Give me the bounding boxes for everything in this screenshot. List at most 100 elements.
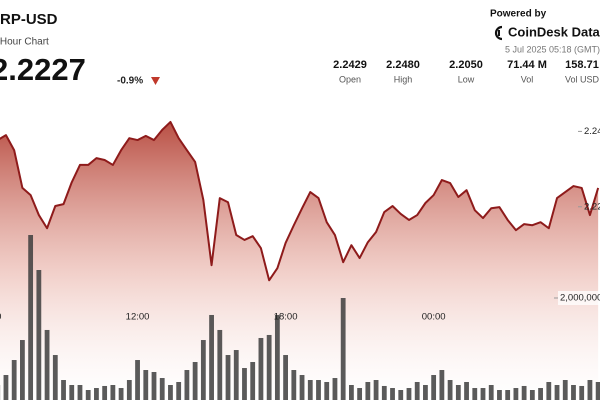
x-tick-label: 12:00 <box>126 312 150 323</box>
volume-bar <box>455 385 461 400</box>
volume-bar <box>274 314 280 400</box>
volume-bar <box>110 385 116 400</box>
volume-bar <box>505 390 511 400</box>
volume-bar <box>521 385 527 400</box>
volume-bar <box>357 388 363 400</box>
volume-bar <box>513 388 519 400</box>
volume-bar <box>365 381 371 400</box>
volume-bar <box>406 388 412 400</box>
stat-label: Open <box>339 74 361 84</box>
volume-bar <box>143 370 149 400</box>
volume-bar <box>20 340 25 400</box>
volume-bar <box>562 380 568 400</box>
volume-bar <box>316 380 321 400</box>
volume-bar <box>168 385 173 400</box>
stat-label: Vol USD <box>565 74 600 84</box>
y2-tick-backdrop <box>558 291 600 305</box>
volume-bar <box>192 362 198 400</box>
volume-bar <box>349 385 354 400</box>
volume-bar <box>595 381 600 400</box>
volume-bar <box>497 390 502 400</box>
volume-bar <box>118 388 124 400</box>
x-tick-label: 18:00 <box>274 312 298 323</box>
stat-label: High <box>394 74 413 84</box>
volume-bar <box>324 381 330 400</box>
volume-bar <box>94 388 99 400</box>
volume-bar <box>28 235 34 400</box>
volume-bar <box>423 385 428 400</box>
volume-bar <box>332 378 338 400</box>
stats: 2.2429 Open 2.2480 High 2.2050 Low 71.44 M Vol 1… <box>333 59 599 84</box>
volume-bar <box>571 385 576 400</box>
volume-bar <box>209 314 214 400</box>
volume-bar <box>307 380 313 400</box>
volume-bar <box>546 381 552 400</box>
volume-bar <box>151 372 157 400</box>
volume-bar <box>126 380 132 400</box>
volume-bar <box>36 270 42 400</box>
volume-bar <box>217 329 223 400</box>
volume-bar <box>381 385 387 400</box>
brand-name: CoinDesk Data <box>508 24 600 39</box>
x-tick-label: 00:00 <box>422 312 446 323</box>
volume-bar <box>398 390 404 400</box>
volume-bar <box>77 385 83 400</box>
volume-bar <box>538 388 543 400</box>
price-line <box>0 120 600 282</box>
volume-bar <box>52 355 58 400</box>
down-arrow <box>151 77 160 85</box>
volume-bar <box>44 329 50 400</box>
stat-value: 71.44 M <box>507 59 547 71</box>
volume-bar <box>414 381 420 400</box>
powered-by: Powered by <box>490 9 547 20</box>
header: XRP-USD 24 Hour Chart 2.2227 -0.9% Power… <box>0 9 600 88</box>
volume-bar <box>464 381 469 400</box>
volume-bar <box>579 385 585 400</box>
volume-bar <box>61 380 66 400</box>
volume-bar <box>233 350 239 400</box>
volume-bar <box>258 337 264 400</box>
stat-value: 2.2429 <box>333 59 367 71</box>
plot: 06:00 12:00 18:00 00:00 2.245 2.225 2,000,000 <box>0 120 600 400</box>
price-area <box>0 121 599 400</box>
stat-label: Low <box>458 74 475 84</box>
volume-bar <box>102 385 108 400</box>
y-tick-label: 2.245 <box>584 126 600 137</box>
stat-value: 158.71 <box>565 59 599 71</box>
volume-bar <box>11 360 17 400</box>
volume-bar <box>373 380 379 400</box>
ticker: XRP-USD <box>0 11 58 28</box>
volume-bar <box>472 388 478 400</box>
stat-value: 2.2050 <box>449 59 483 71</box>
volume-bar <box>587 380 593 400</box>
y2-tick-label: 2,000,000 <box>560 293 600 304</box>
volume-bar <box>390 388 395 400</box>
volume-bar <box>242 368 247 400</box>
volume-bar <box>266 334 272 400</box>
volume-bar <box>447 380 453 400</box>
timestamp: 5 Jul 2025 05:18 (GMT) <box>505 44 600 54</box>
volume-bar <box>488 385 494 400</box>
volume-bar <box>283 355 288 400</box>
volume-bar <box>159 378 165 400</box>
volume-bar <box>299 375 305 400</box>
volume-bar <box>431 375 437 400</box>
x-tick-label: 06:00 <box>0 312 1 323</box>
stat-value: 2.2480 <box>386 59 420 71</box>
volume-bar <box>554 385 560 400</box>
volume-bar <box>480 388 486 400</box>
volume-bar <box>291 370 297 400</box>
volume-bar <box>3 375 9 400</box>
volume-bar <box>184 370 190 400</box>
volume-bar <box>176 381 182 400</box>
volume-bar <box>529 390 535 400</box>
volume-bar <box>85 390 91 400</box>
volume-bar <box>69 385 75 400</box>
volume-bar <box>135 360 140 400</box>
stat-label: Vol <box>521 74 534 84</box>
subtitle: 24 Hour Chart <box>0 37 49 48</box>
y-tick-label: 2.225 <box>584 201 600 212</box>
volume-bar <box>439 370 445 400</box>
